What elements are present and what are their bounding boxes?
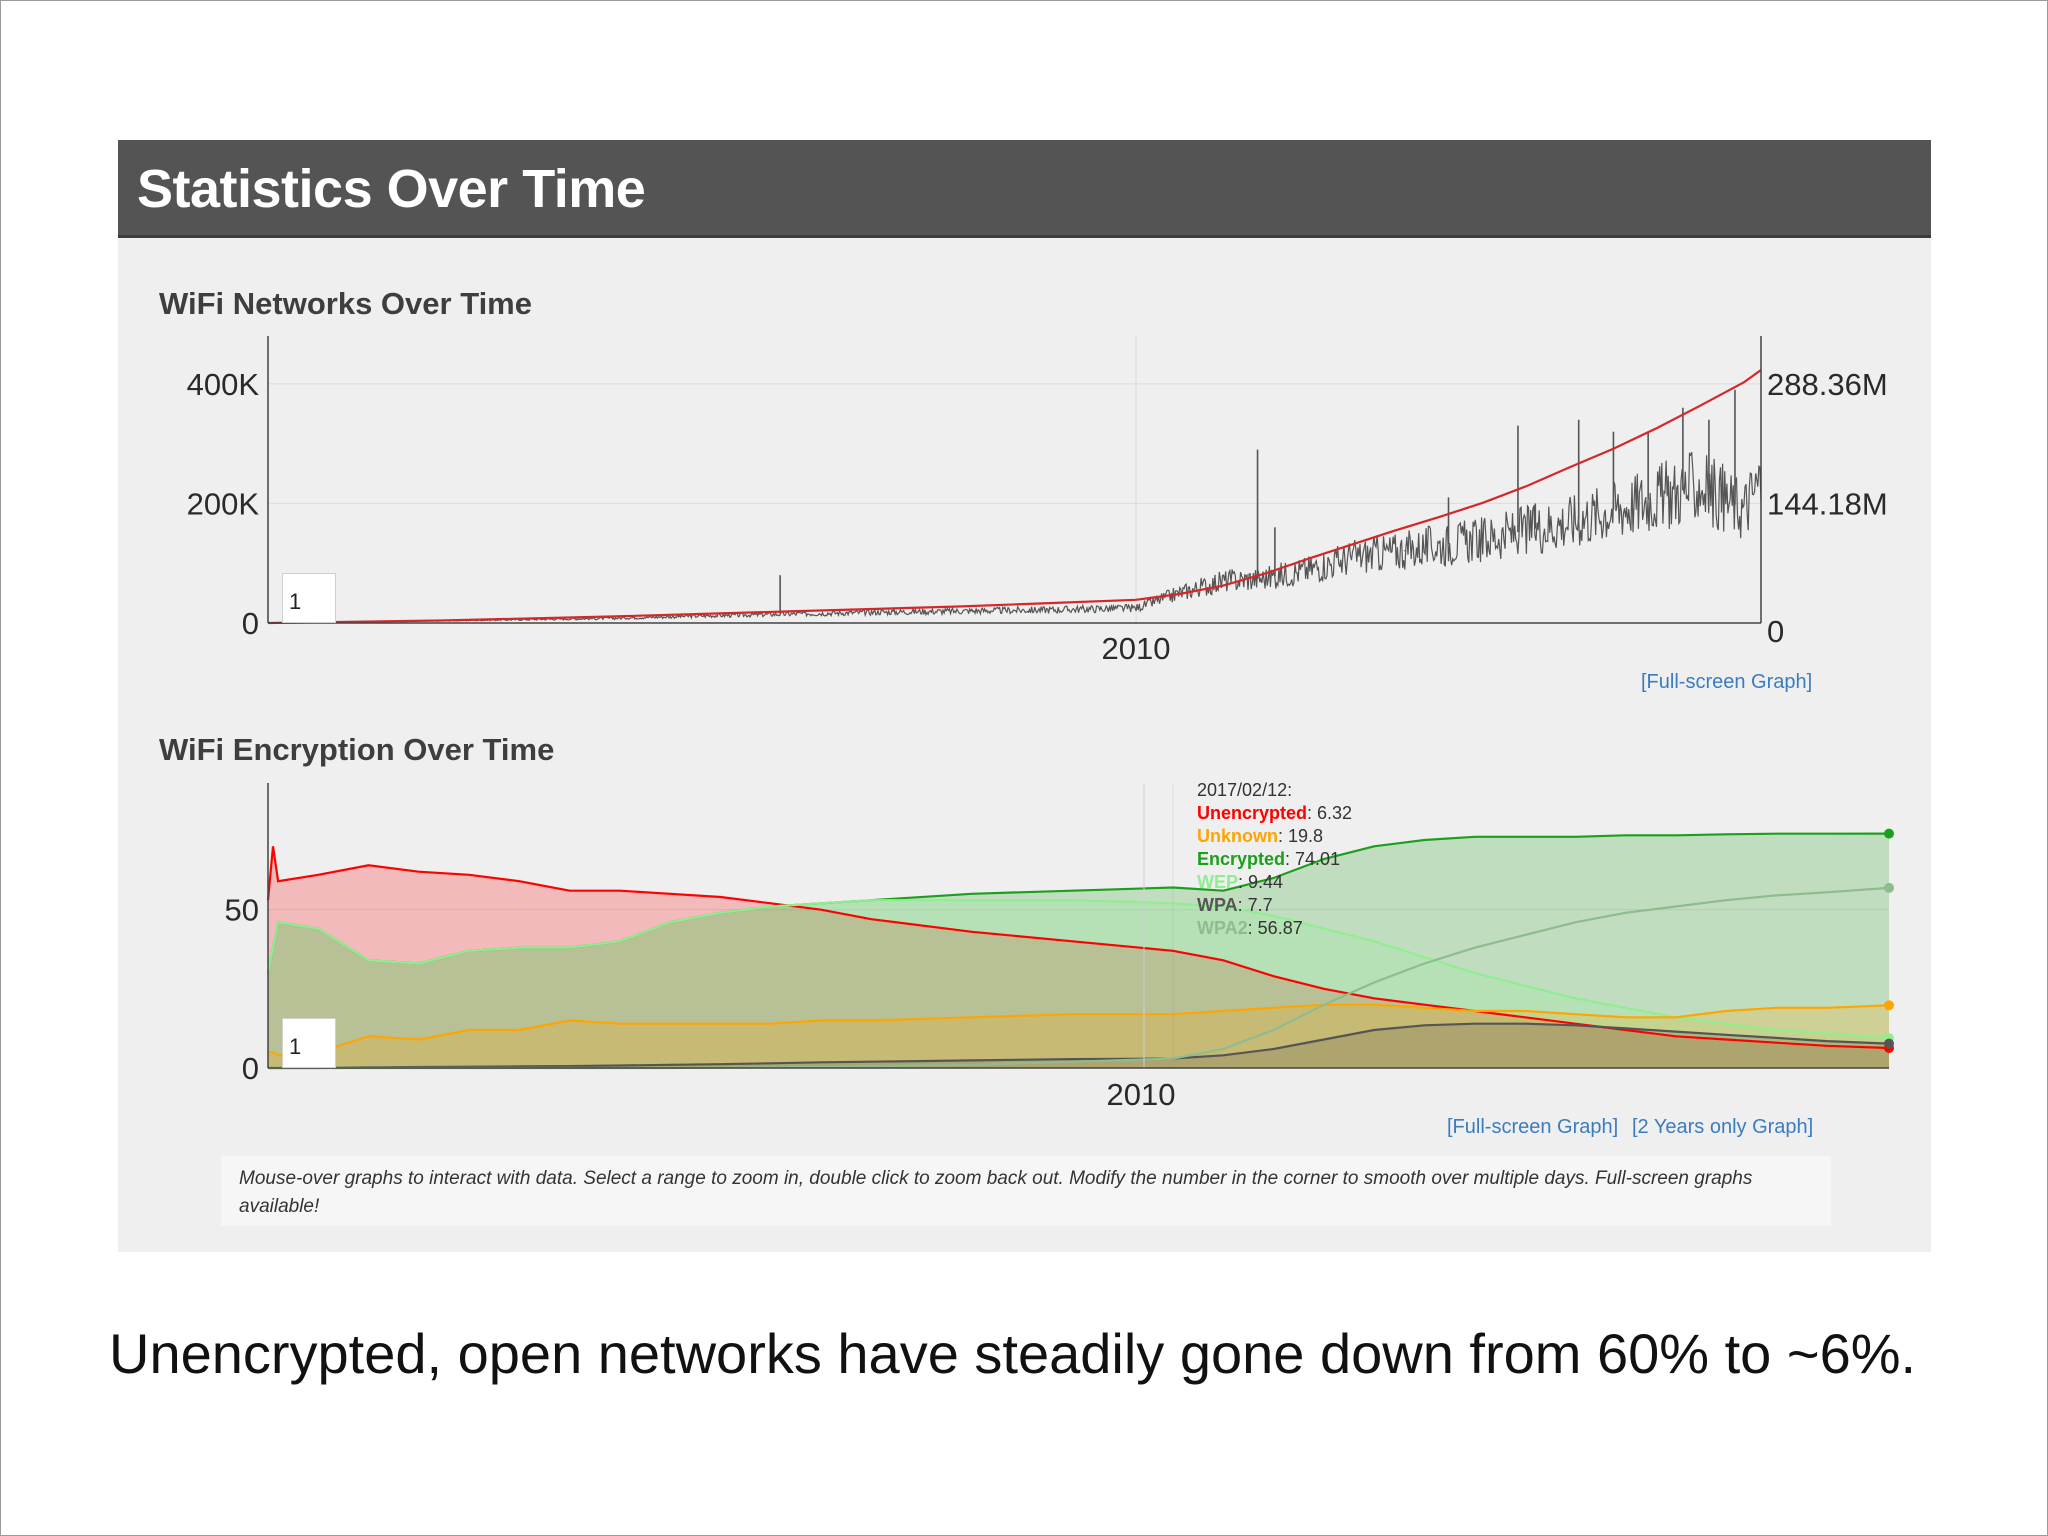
tooltip-label: WEP [1197,872,1239,892]
help-text: Mouse-over graphs to interact with data.… [221,1156,1831,1226]
series-area-wpa [268,1023,1889,1068]
series-area-wep [268,900,1889,1068]
tooltip-label: WPA2 [1197,918,1248,938]
networks-fullscreen-link[interactable]: [Full-screen Graph] [1641,671,1813,693]
y-tick-label: 50 [225,893,259,928]
slide-caption: Unencrypted, open networks have steadily… [109,1322,1917,1385]
tooltip-row-encrypted: Encrypted: 74.01 [1197,848,1352,871]
tooltip-value: : 7.7 [1237,895,1273,915]
tooltip-label: Unknown [1197,826,1278,846]
x-tick-label: 2010 [1102,631,1171,666]
networks-chart[interactable]: 0 200K 400K 0 144.18M 288.36M 2010 [1,1,2048,701]
tooltip-label: WPA [1197,895,1238,915]
series-endpoint-wpa2 [1884,882,1894,893]
y-tick-label: 400K [187,367,260,402]
encryption-chart[interactable]: 0 50 2010 [1,1,2048,1131]
series-area-encrypted [268,833,1889,1068]
series-line-cumulative [267,369,1762,625]
series-area-unknown [268,1004,1889,1068]
y-tick-label: 200K [187,486,260,521]
networks-roll-period-input[interactable] [282,573,336,623]
series-endpoint-unknown [1884,1000,1894,1011]
tooltip-value: : 6.32 [1307,803,1353,823]
tooltip-row-wpa: WPA: 7.7 [1197,894,1352,917]
y-tick-label: 0 [242,1051,259,1086]
tooltip-value: : 74.01 [1285,849,1341,869]
chart-legend-tooltip: 2017/02/12: Unencrypted: 6.32 Unknown: 1… [1197,779,1352,940]
encryption-fullscreen-link[interactable]: [Full-screen Graph] [1447,1116,1619,1138]
series-endpoint-wpa [1884,1038,1894,1049]
tooltip-row-unknown: Unknown: 19.8 [1197,825,1352,848]
y2-tick-label: 0 [1767,614,1784,649]
encryption-chart-title: WiFi Encryption Over Time [159,732,555,767]
tooltip-value: : 19.8 [1278,826,1324,846]
tooltip-date: 2017/02/12: [1197,780,1293,800]
tooltip-row-unencrypted: Unencrypted: 6.32 [1197,802,1352,825]
series-line-wep [266,899,1890,1040]
panel-header: Statistics Over Time [118,140,1931,238]
tooltip-row-wpa2: WPA2: 56.87 [1197,917,1352,940]
tooltip-row-wep: WEP: 9.44 [1197,871,1352,894]
tooltip-label: Unencrypted [1197,803,1308,823]
series-endpoint-encrypted [1884,828,1894,839]
y2-tick-label: 144.18M [1767,486,1888,521]
y2-tick-label: 288.36M [1767,367,1888,402]
encryption-roll-period-input[interactable] [282,1018,336,1068]
tooltip-value: : 9.44 [1238,872,1284,892]
panel-title: Statistics Over Time [137,159,646,219]
tooltip-value: : 56.87 [1247,918,1303,938]
encryption-2years-link[interactable]: [2 Years only Graph] [1632,1116,1814,1138]
x-tick-label: 2010 [1107,1077,1176,1112]
networks-chart-title: WiFi Networks Over Time [159,286,532,321]
series-line-unknown [268,1003,1890,1057]
y-tick-label: 0 [242,606,259,641]
tooltip-label: Encrypted [1197,849,1286,869]
